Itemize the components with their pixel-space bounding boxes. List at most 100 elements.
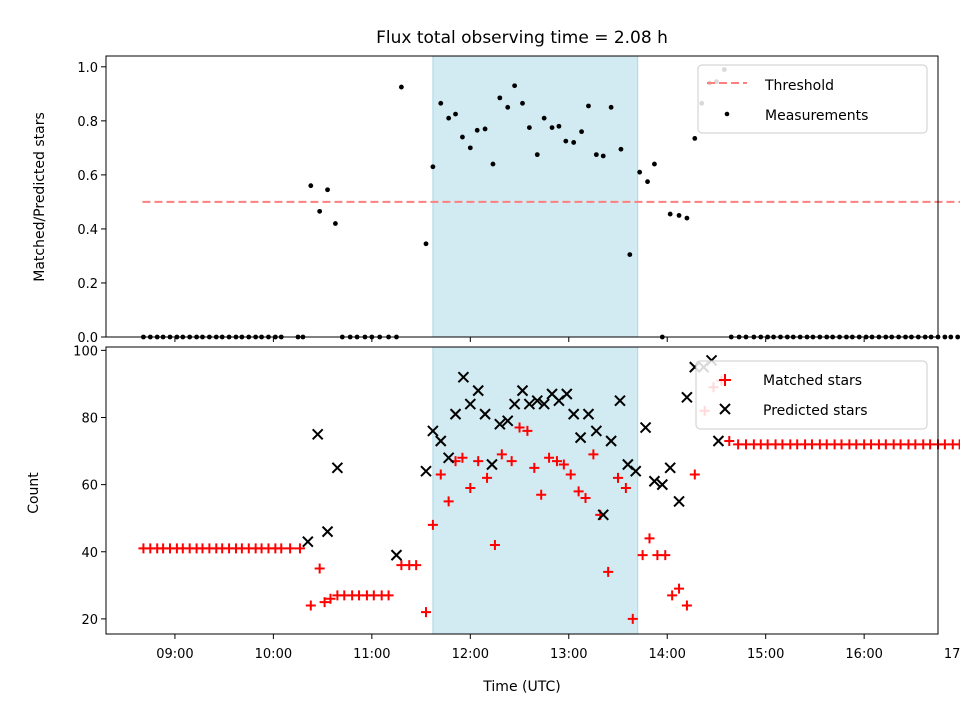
matched-star-point [443, 496, 454, 507]
measurement-point [512, 83, 518, 89]
measurement-point [571, 140, 577, 145]
predicted-star-point [486, 458, 498, 471]
matched-star-point [465, 482, 476, 493]
matched-star-point [660, 550, 671, 561]
measurement-point [467, 145, 473, 151]
matched-star-point [529, 462, 540, 473]
predicted-star-point [472, 384, 484, 397]
legend-predicted-swatch [719, 403, 731, 415]
x-tick-label: 14:00 [648, 647, 685, 662]
measurement-point [460, 134, 465, 140]
predicted-star-point [574, 431, 587, 444]
x-tick-label: 15:00 [747, 647, 784, 662]
top-y-tick-label: 0.6 [77, 169, 98, 184]
bottom-y-tick-label: 80 [81, 411, 98, 426]
matched-star-point [544, 452, 555, 463]
matched-star-point [565, 469, 576, 480]
top-y-tick-label: 1.0 [77, 61, 98, 76]
matched-star-point [294, 543, 305, 554]
x-tick-label: 10:00 [255, 647, 292, 662]
predicted-star-point [442, 452, 455, 464]
predicted-star-point [420, 465, 432, 477]
bottom-panel: 20 40 60 80 100 09:00 10:00 11:00 12:00 13:00 14:… [26, 344, 960, 695]
observing-span-bottom [432, 346, 639, 635]
legend-matched-label: Matched stars [763, 373, 862, 389]
matched-star-point [724, 435, 735, 446]
predicted-star-point [508, 398, 521, 410]
matched-star-point [558, 459, 569, 470]
measurement-point [556, 123, 562, 129]
measurement-point [430, 164, 436, 170]
predicted-star-point [531, 395, 543, 407]
matched-star-point [689, 469, 700, 480]
matched-star-point [482, 472, 493, 483]
bottom-y-tick-label: 100 [73, 344, 98, 359]
predicted-star-point [523, 398, 536, 410]
measurement-point [667, 211, 673, 217]
measurement-point [645, 179, 650, 185]
measurement-point [497, 95, 503, 101]
matched-star-point [489, 540, 500, 551]
chart-title: Flux total observing time = 2.08 h [376, 28, 668, 48]
matched-star-point [580, 493, 591, 504]
measurement-point [955, 334, 960, 340]
matched-star-point [411, 560, 422, 571]
measurement-point [446, 115, 452, 121]
predicted-star-point [590, 425, 603, 437]
predicted-star-point [656, 478, 669, 491]
bottom-axes-frame [105, 346, 939, 635]
measurement-point [692, 136, 698, 141]
predicted-star-point [630, 465, 642, 477]
measurement-point [317, 208, 323, 214]
predicted-star-point [561, 388, 573, 400]
matched-star-point [383, 590, 394, 601]
top-y-ticks: 0.0 0.2 0.4 0.6 0.8 1.0 [77, 61, 106, 346]
matched-star-point [620, 482, 631, 493]
matched-star-point [314, 563, 325, 574]
predicted-star-point [427, 425, 439, 437]
observing-span-top [432, 55, 639, 338]
measurement-point [526, 125, 532, 131]
top-panel: Flux total observing time = 2.08 h 0.00.… [32, 28, 960, 346]
measurement-point [608, 104, 614, 110]
measurement-point [948, 334, 954, 340]
measurement-point [474, 127, 480, 133]
measurement-point [438, 100, 444, 106]
predicted-star-point [390, 549, 403, 561]
matched-star-point [536, 489, 547, 500]
predicted-star-point [538, 398, 550, 410]
measurement-point [453, 111, 458, 117]
predicted-star-point [331, 462, 344, 474]
predicted-star-point [614, 395, 626, 407]
top-y-tick-label: 0.8 [77, 115, 98, 130]
measurement-point [579, 129, 584, 135]
measurement-point [482, 126, 488, 132]
bottom-legend: Matched stars Predicted stars [695, 360, 928, 430]
matched-star-point [285, 543, 296, 554]
x-tick-label: 09:00 [156, 647, 193, 662]
matched-star-point [506, 456, 517, 467]
matched-star-point [473, 456, 484, 467]
x-tick-label: 17:00 [944, 647, 960, 662]
predicted-star-point [673, 495, 685, 508]
measurement-point [423, 241, 429, 247]
matched-star-point [627, 613, 638, 624]
measurement-point [684, 215, 690, 221]
bottom-y-tick-label: 40 [81, 546, 98, 561]
matched-star-point [674, 583, 685, 594]
measurement-point [637, 169, 643, 175]
matched-star-point [276, 543, 287, 554]
predicted-star-point [464, 398, 477, 410]
matched-star-point [427, 519, 438, 530]
matched-star-point [603, 566, 614, 577]
matched-star-point [514, 422, 525, 433]
top-y-axis-label: Matched/Predicted stars [32, 112, 48, 282]
predicted-star-point [681, 391, 693, 404]
measurement-point [398, 84, 404, 90]
measurement-point [618, 146, 624, 152]
matched-star-point [421, 607, 431, 618]
measurement-point [627, 252, 633, 257]
measurement-point [541, 115, 547, 121]
measurement-point [652, 161, 657, 167]
predicted-star-point [435, 435, 447, 447]
